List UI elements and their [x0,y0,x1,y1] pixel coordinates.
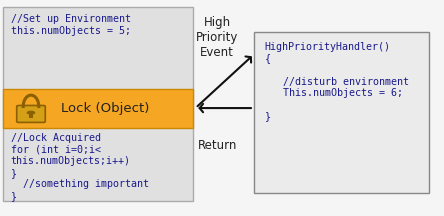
Circle shape [27,111,36,115]
Text: //Set up Environment
this.numObjects = 5;: //Set up Environment this.numObjects = 5… [11,14,131,36]
Text: Lock (Object): Lock (Object) [61,102,150,115]
Text: High
Priority
Event: High Priority Event [196,16,238,59]
Bar [3,7,193,201]
FancyBboxPatch shape [17,105,45,122]
Text: //Lock Acquired
for (int i=0;i<
this.numObjects;i++)
}
  //something important
}: //Lock Acquired for (int i=0;i< this.num… [11,133,149,201]
Bar [3,89,193,128]
Bar [254,32,429,193]
Text: Return: Return [198,139,237,152]
Bar [29,113,33,119]
Text: HighPriorityHandler()
{

   //disturb environment
   This.numObjects = 6;

}: HighPriorityHandler() { //disturb enviro… [265,42,409,122]
